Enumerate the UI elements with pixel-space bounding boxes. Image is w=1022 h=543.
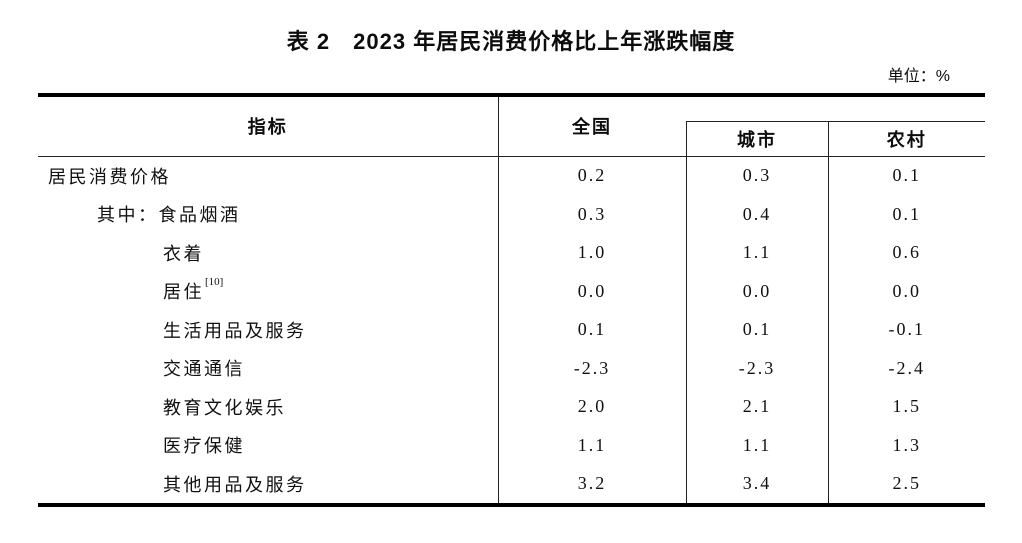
indicator-label: 生活用品及服务 — [163, 320, 307, 341]
table-header: 指标 全国 城市 农村 — [38, 95, 985, 157]
national-value-cell: 0.0 — [498, 272, 687, 311]
indicator-label: 居住 — [163, 282, 204, 303]
national-value-cell: 1.1 — [498, 426, 687, 465]
column-header-national: 全国 — [498, 95, 686, 157]
indicator-label: 交通通信 — [163, 359, 245, 380]
indicator-cell: 生活用品及服务 — [38, 310, 499, 349]
city-value-cell: 0.3 — [686, 156, 829, 195]
table-row: 衣着 1.0 1.1 0.6 — [38, 233, 985, 272]
rural-value-cell: 0.1 — [892, 165, 921, 186]
header-spacer — [686, 95, 985, 122]
table-row: 其他用品及服务 3.2 3.4 2.5 — [38, 464, 985, 505]
rural-value-cell: 0.1 — [892, 203, 921, 224]
rural-value-cell: 2.5 — [892, 473, 921, 494]
table-body: 居民消费价格 0.2 0.3 0.1 其中：食品烟酒 0.3 0.4 0.1 衣… — [38, 156, 985, 505]
national-value-cell: 0.1 — [498, 310, 687, 349]
national-value-cell: 3.2 — [498, 464, 687, 505]
table-row: 交通通信 -2.3 -2.3 -2.4 — [38, 349, 985, 388]
national-value-cell: 0.3 — [498, 195, 687, 234]
rural-value-cell: 1.5 — [892, 396, 921, 417]
national-value-cell: -2.3 — [498, 349, 687, 388]
city-value-cell: 3.4 — [686, 464, 829, 505]
national-value-cell: 1.0 — [498, 233, 687, 272]
national-value-cell: 0.2 — [498, 156, 687, 195]
indicator-cell: 交通通信 — [38, 349, 499, 388]
table-row: 其中：食品烟酒 0.3 0.4 0.1 — [38, 195, 985, 234]
indicator-cell: 其中：食品烟酒 — [38, 195, 499, 234]
rural-value-cell: 1.3 — [892, 434, 921, 455]
national-value-cell: 2.0 — [498, 387, 687, 426]
city-value-cell: -2.3 — [686, 349, 829, 388]
rural-value-cell: 0.0 — [892, 280, 921, 301]
cpi-table: 指标 全国 城市 农村 居民消费价格 0.2 0.3 0.1 其中：食品烟酒 0… — [38, 93, 985, 507]
indicator-label: 教育文化娱乐 — [163, 397, 286, 418]
indicator-label: 居民消费价格 — [48, 166, 171, 187]
indicator-cell: 教育文化娱乐 — [38, 387, 499, 426]
rural-value-cell: -0.1 — [888, 319, 925, 340]
indicator-label: 衣着 — [163, 243, 204, 264]
table-row: 居住[10] 0.0 0.0 0.0 — [38, 272, 985, 311]
column-header-rural: 农村 — [828, 121, 985, 157]
indicator-label: 医疗保健 — [163, 436, 245, 457]
column-header-indicator: 指标 — [38, 95, 499, 157]
indicator-cell: 医疗保健 — [38, 426, 499, 465]
city-value-cell: 2.1 — [686, 387, 829, 426]
rural-value-cell: 0.6 — [892, 242, 921, 263]
table-row: 医疗保健 1.1 1.1 1.3 — [38, 426, 985, 465]
rural-value-cell: -2.4 — [888, 357, 925, 378]
indicator-cell: 其他用品及服务 — [38, 464, 499, 505]
table-row: 教育文化娱乐 2.0 2.1 1.5 — [38, 387, 985, 426]
table-row: 居民消费价格 0.2 0.3 0.1 — [38, 156, 985, 195]
city-value-cell: 0.1 — [686, 310, 829, 349]
footnote-marker: [10] — [205, 276, 224, 289]
indicator-cell: 衣着 — [38, 233, 499, 272]
indicator-label: 其中：食品烟酒 — [97, 205, 241, 226]
table-title: 表 2 2023 年居民消费价格比上年涨跌幅度 — [286, 29, 736, 54]
city-value-cell: 1.1 — [686, 426, 829, 465]
indicator-cell: 居民消费价格 — [38, 156, 499, 195]
indicator-label: 其他用品及服务 — [163, 474, 307, 495]
city-value-cell: 0.0 — [686, 272, 829, 311]
city-value-cell: 1.1 — [686, 233, 829, 272]
column-header-city: 城市 — [685, 121, 829, 157]
unit-label: 单位：% — [887, 68, 950, 85]
indicator-cell: 居住[10] — [38, 272, 499, 311]
table-row: 生活用品及服务 0.1 0.1 -0.1 — [38, 310, 985, 349]
city-value-cell: 0.4 — [686, 195, 829, 234]
